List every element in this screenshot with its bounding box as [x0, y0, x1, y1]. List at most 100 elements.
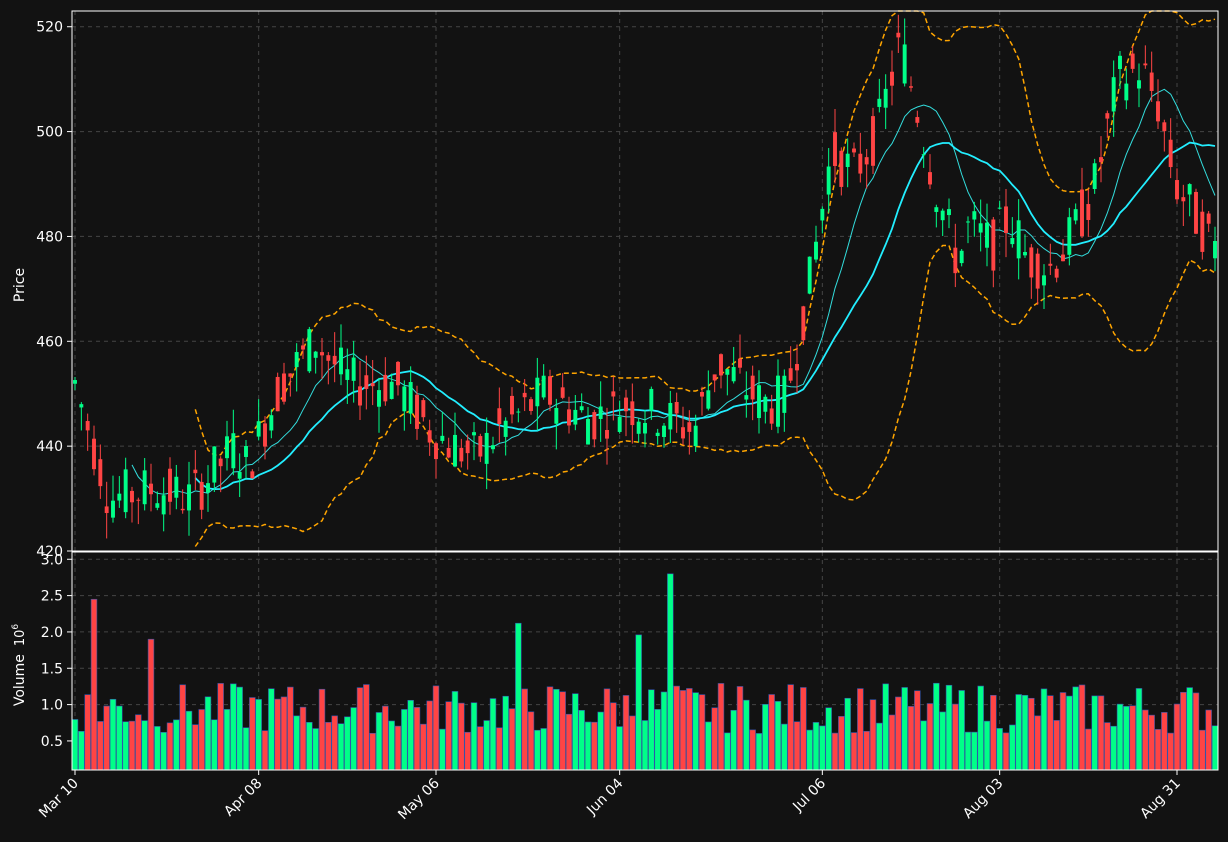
candle-body — [579, 406, 584, 411]
candle-body — [959, 250, 964, 264]
volume-bar — [838, 716, 845, 771]
candle-body — [928, 172, 932, 185]
volume-bar — [812, 722, 820, 771]
candle-body — [320, 352, 324, 356]
volume-bar — [958, 690, 965, 771]
candle-body — [611, 391, 616, 397]
candle-body — [1111, 77, 1116, 112]
candle-body — [896, 32, 901, 38]
candle-body — [535, 377, 540, 407]
candle-body — [364, 375, 369, 389]
volume-bar — [711, 707, 718, 771]
candle-body — [275, 376, 280, 412]
candle-body — [111, 500, 115, 518]
candle-body — [168, 468, 172, 502]
candle-body — [947, 209, 951, 216]
candle-body — [649, 388, 654, 411]
volume-bar — [84, 694, 91, 771]
candle-body — [497, 408, 502, 425]
volume-bar — [306, 721, 313, 771]
candle-body — [155, 503, 160, 508]
volume-bar — [483, 720, 490, 771]
volume-bar — [331, 715, 338, 771]
candle-body — [1061, 254, 1065, 262]
candle-body — [1200, 211, 1205, 252]
candle-body — [1156, 101, 1160, 122]
volume-bar — [641, 720, 649, 771]
candle-body — [953, 247, 958, 274]
volume-bar — [185, 710, 193, 771]
candle-body — [1004, 206, 1008, 234]
candle-body — [1124, 83, 1129, 101]
volume-bar — [1186, 687, 1193, 771]
candle-body — [187, 484, 191, 511]
candle-body — [934, 207, 939, 212]
price-y-ticks: 420 440 460 480 500 520 — [36, 20, 72, 560]
volume-bar — [318, 688, 326, 771]
volume-axis-label: Volume106 — [11, 624, 28, 707]
volume-bar — [97, 721, 104, 771]
candle-body — [421, 400, 426, 418]
volume-tick-label: 3.0 — [41, 552, 63, 568]
volume-bar — [1040, 688, 1048, 771]
volume-bar — [1173, 703, 1181, 771]
volume-bar — [160, 732, 167, 771]
candle-body — [307, 329, 312, 372]
volume-bar — [622, 695, 630, 771]
candle-body — [706, 390, 711, 409]
candle-body — [1143, 63, 1148, 66]
volume-bar — [1199, 729, 1206, 771]
volume-bar — [863, 730, 870, 771]
volume-bar — [154, 726, 161, 771]
volume-bar — [667, 573, 674, 771]
volume-tick-label: 1.0 — [41, 698, 63, 714]
candle-body — [104, 506, 109, 514]
volume-bar — [971, 731, 978, 771]
volume-panel: 0.5 1.0 1.5 2.0 2.5 3.0 Volume106 — [11, 551, 1219, 771]
volume-bar — [1167, 732, 1174, 771]
volume-bar — [1142, 709, 1149, 771]
candle-body — [459, 447, 464, 462]
volume-bar — [1085, 728, 1092, 771]
candle-body — [472, 432, 476, 436]
volume-tick-label: 0.5 — [41, 734, 63, 750]
volume-bar — [1002, 732, 1010, 771]
volume-bar — [496, 727, 503, 771]
volume-bar — [572, 693, 579, 771]
candle-body — [212, 446, 217, 483]
candle-body — [142, 470, 147, 505]
candle-body — [415, 394, 419, 429]
volume-bar — [394, 725, 402, 771]
candle-body — [434, 443, 438, 460]
candle-body — [1073, 209, 1078, 221]
candle-body — [833, 132, 837, 166]
volume-bar — [344, 716, 351, 771]
volume-bar — [660, 691, 668, 771]
volume-bar — [445, 701, 452, 771]
volume-tick-label: 2.5 — [41, 589, 63, 605]
volume-bar — [173, 719, 180, 771]
candle-body — [516, 411, 521, 413]
volume-bar — [939, 711, 946, 771]
candle-body — [592, 412, 597, 440]
candle-body — [1187, 184, 1192, 195]
volume-bar — [1154, 729, 1162, 771]
volume-bar — [755, 733, 763, 771]
volume-bar — [293, 715, 300, 771]
candle-body — [801, 306, 806, 341]
volume-bar — [952, 703, 959, 771]
candle-body — [883, 88, 888, 108]
candle-body — [1029, 247, 1034, 278]
volume-bar — [610, 702, 617, 771]
volume-bar — [363, 684, 370, 771]
volume-bar — [1053, 720, 1060, 771]
candle-body — [1080, 189, 1084, 237]
volume-bar — [287, 686, 294, 771]
volume-bar — [920, 720, 927, 771]
volume-bar — [337, 723, 345, 771]
volume-bar — [584, 721, 592, 771]
volume-bar — [255, 699, 262, 771]
candle-body — [630, 401, 635, 426]
volume-bar — [774, 701, 782, 771]
candle-body — [478, 436, 483, 457]
